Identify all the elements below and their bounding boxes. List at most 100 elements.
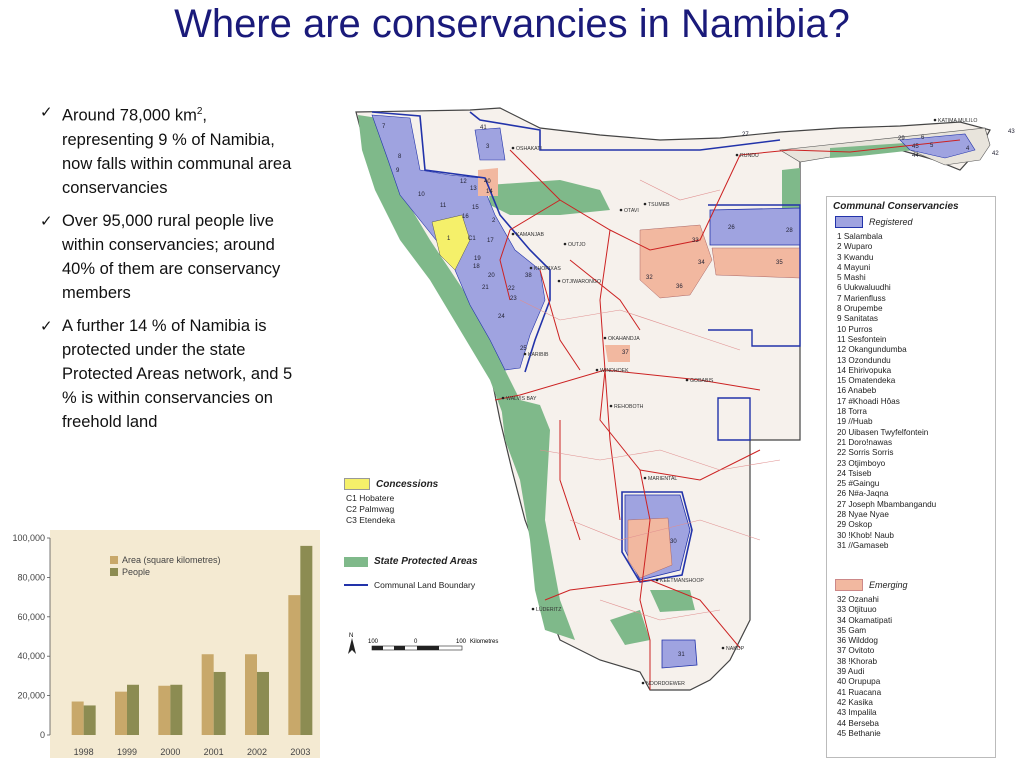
emerging-item: 43 Impalila: [837, 708, 877, 718]
conservancy-number: 34: [698, 260, 705, 266]
conservancy-number: 6: [921, 135, 925, 141]
state-protected-label: State Protected Areas: [374, 556, 478, 567]
conservancy-number: 36: [676, 284, 683, 290]
y-tick-label: 60,000: [17, 612, 45, 622]
town-label: KEETMANSHOOP: [660, 578, 704, 584]
emerging-item: 37 Ovitoto: [837, 646, 875, 656]
town-marker: [619, 208, 623, 212]
town-label: KHORIXAS: [534, 266, 561, 272]
town-label: WINDHOEK: [600, 368, 629, 374]
minor-roads: [519, 179, 781, 621]
bar: [158, 685, 171, 735]
town-label: MARIENTAL: [648, 476, 677, 482]
town-label: KATIMA MULILO: [938, 118, 977, 124]
conservancy-number: 2: [492, 218, 496, 224]
conservancy-number: 4: [966, 146, 970, 152]
legend-swatch: [110, 568, 118, 576]
boundary-legend: Communal Land Boundary: [344, 580, 475, 590]
registered-gamaseb: [661, 639, 698, 669]
conservancy-number: 3: [486, 144, 490, 150]
conservancy-number: 11: [440, 203, 447, 209]
conservancy-number: 32: [646, 275, 653, 281]
bar-chart: 0 20,000 40,000 60,000 80,000 100,000 1998 199…: [12, 530, 320, 758]
conservancy-number: 29: [898, 136, 905, 142]
registered-item: 28 Nyae Nyae: [837, 510, 889, 520]
concession-item: C3 Etendeka: [346, 515, 396, 525]
town-label: TSUMEB: [648, 202, 670, 208]
emerging-item: 38 !Khorab: [837, 656, 878, 666]
conservancy-number: 13: [470, 186, 477, 192]
emerging-item: 39 Audi: [837, 667, 865, 677]
town-label: NOORDOEWER: [646, 681, 685, 687]
town-marker: [511, 232, 515, 236]
conservancy-number: 5: [930, 143, 934, 149]
town-marker: [511, 146, 515, 150]
bullet-item: ✓ Over 95,000 rural people live within c…: [38, 209, 298, 305]
registered-item: 26 N#a-Jaqna: [837, 489, 889, 499]
registered-nyae-nyae: [709, 207, 801, 246]
registered-item: 12 Okangundumba: [837, 345, 907, 355]
bar: [115, 691, 127, 735]
namibia-map: KATIMA MULILO OSHAKATI RUNDU TSUMEB KAMANJAB…: [355, 107, 1015, 691]
emerging-ovitoto: [605, 345, 630, 362]
conservancy-number: 14: [486, 189, 493, 195]
town-label: OUTJO: [568, 242, 586, 248]
khaudum-protected: [782, 168, 800, 212]
legend-label: People: [122, 567, 150, 577]
communal-boundary-north: [469, 111, 781, 151]
registered-swatch: [835, 216, 863, 228]
emerging-item: 34 Okamatipati: [837, 615, 893, 625]
emerging-item: 33 Otjituuo: [837, 605, 877, 615]
y-tick-label: 100,000: [12, 533, 45, 543]
legend-panel: Communal Conservancies Registered 1 Sala…: [826, 196, 996, 758]
concession-item: C2 Palmwag: [346, 504, 395, 514]
town-marker: [609, 404, 613, 408]
conservancy-number: 12: [460, 179, 467, 185]
legend-swatch: [110, 556, 118, 564]
emerging-berseba: [627, 517, 673, 579]
conservancy-number: 23: [510, 296, 517, 302]
conservancy-number: 10: [418, 192, 425, 198]
emerging-north: [478, 168, 498, 196]
boundary-line-icon: [344, 584, 368, 586]
conservancy-number: 30: [670, 539, 677, 545]
bar: [201, 654, 214, 735]
conservancy-number: 41: [480, 125, 487, 131]
fish-river-protected: [610, 610, 650, 645]
x-tick-label: 2001: [204, 747, 224, 757]
emerging-item: 44 Berseba: [837, 718, 879, 728]
conservancy-number: 38: [525, 273, 532, 279]
north-label: N: [349, 633, 353, 639]
conservancy-number: 18: [473, 264, 480, 270]
bar: [127, 684, 139, 735]
town-marker: [641, 681, 645, 685]
registered-item: 3 Kwandu: [837, 252, 874, 262]
conservancy-number: 43: [1008, 129, 1015, 135]
conservancy-number: 35: [776, 260, 783, 266]
registered-item: 1 Salambala: [837, 232, 883, 241]
conservancy-number: 44: [912, 153, 919, 159]
bar: [83, 705, 96, 735]
town-marker: [523, 352, 527, 356]
registered-north-central: [474, 127, 506, 161]
slide-title: Where are conservancies in Namibia?: [174, 2, 850, 46]
state-protected-legend: State Protected Areas: [344, 556, 478, 567]
communal-boundary-east: [708, 204, 801, 347]
x-tick-label: 2003: [290, 747, 310, 757]
bar: [300, 545, 313, 735]
town-marker: [563, 242, 567, 246]
town-marker: [685, 378, 689, 382]
town-marker: [531, 607, 535, 611]
town-marker: [933, 118, 937, 122]
emerging-swatch: [835, 579, 863, 591]
town-marker: [643, 202, 647, 206]
emerging-label: Emerging: [869, 580, 908, 590]
conservancy-number: C1: [468, 236, 476, 242]
concession-palmwag: [431, 214, 471, 271]
concessions-swatch: [344, 478, 370, 490]
x-tick-label: 2002: [247, 747, 267, 757]
bullet-list: ✓ Around 78,000 km2, representing 9 % of…: [38, 100, 298, 443]
scale-tick: 100: [456, 639, 467, 645]
registered-item: 24 Tsiseb: [837, 468, 872, 478]
town-marker: [557, 279, 561, 283]
